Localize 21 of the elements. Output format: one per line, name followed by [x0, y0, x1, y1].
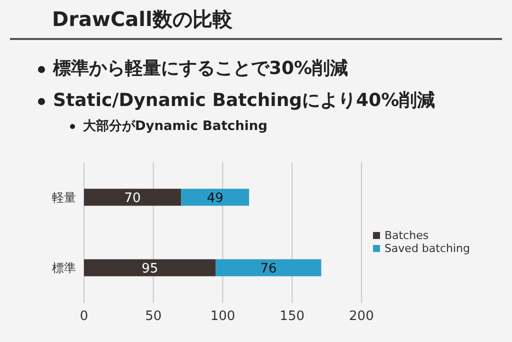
- x-tick-label: 150: [280, 309, 305, 324]
- legend-label: Saved batching: [384, 242, 470, 255]
- bar: [84, 259, 216, 276]
- bar: [181, 188, 250, 206]
- x-tick-label: 200: [349, 309, 374, 324]
- text: 標準から軽量にすることで30%削減: [52, 57, 348, 80]
- data-label: 49: [206, 190, 224, 206]
- legend-label: Batches: [384, 229, 429, 242]
- x-tick-label: 100: [210, 309, 236, 324]
- text: Static/Dynamic Batchingにより40%削減: [52, 89, 436, 112]
- x-tick-label: 50: [145, 309, 162, 324]
- data-label: 70: [124, 190, 141, 206]
- bar: [84, 188, 182, 206]
- chart-title: DrawCall数の比較: [52, 6, 232, 33]
- data-label: 76: [260, 261, 277, 276]
- x-tick-label: 0: [80, 309, 88, 324]
- bar: [216, 259, 322, 276]
- data-label: 95: [142, 261, 158, 276]
- text: 大部分がDynamic Batching: [82, 118, 268, 135]
- y-tick-label: 標準: [52, 261, 76, 276]
- y-tick-label: 軽量: [52, 190, 76, 205]
